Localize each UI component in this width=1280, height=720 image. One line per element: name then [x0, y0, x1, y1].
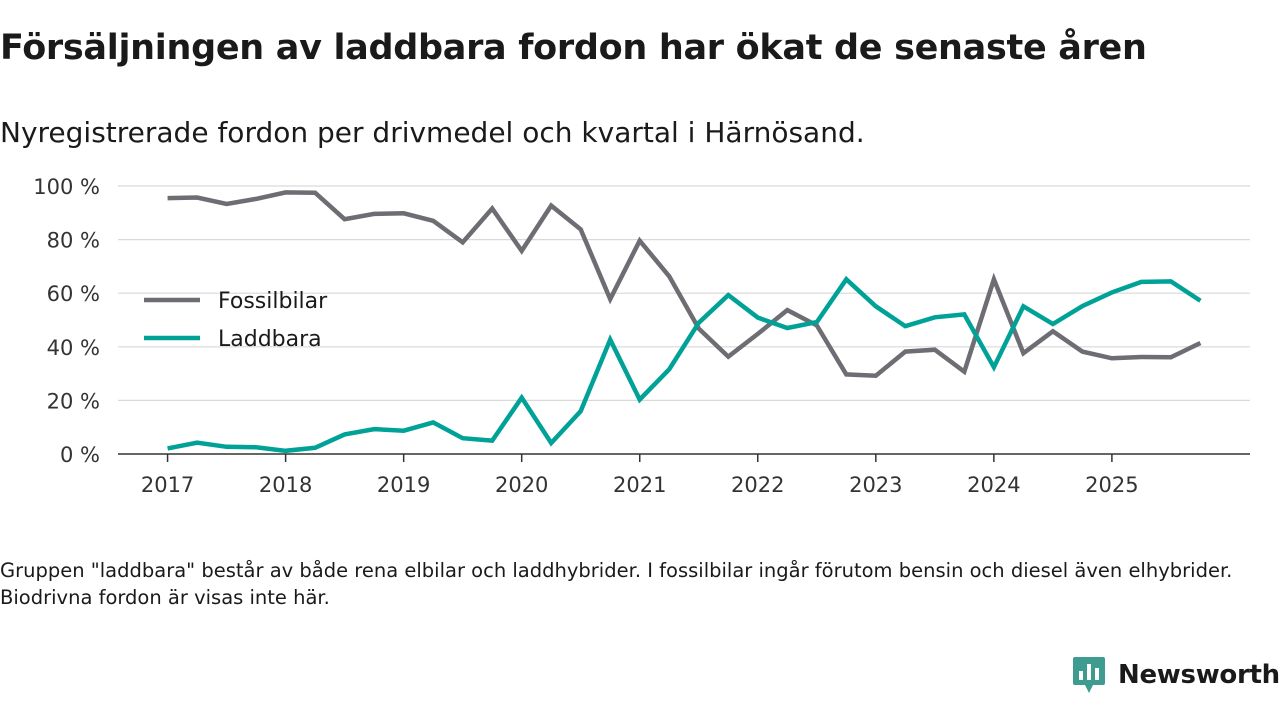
- newsworthy-logo-icon: [1073, 657, 1105, 693]
- chart-title: Försäljningen av laddbara fordon har öka…: [0, 28, 1147, 68]
- x-tick-label: 2024: [967, 473, 1020, 497]
- footnote: Gruppen "laddbara" består av både rena e…: [0, 559, 1233, 609]
- gridlines: [118, 185, 1250, 401]
- x-tick-label: 2019: [377, 473, 430, 497]
- y-tick-label: 100 %: [33, 175, 100, 199]
- y-axis: 0 % 20 % 40 % 60 % 80 % 100 %: [33, 175, 100, 467]
- x-tick-label: 2017: [141, 473, 194, 497]
- brand-logo: Newsworthy: [1072, 655, 1280, 695]
- series-line-fossilbilar: [167, 190, 1202, 378]
- series-line-laddbara: [167, 275, 1202, 454]
- series-lines: [167, 190, 1202, 454]
- legend-label: Fossilbilar: [218, 289, 328, 314]
- x-tick-label: 2023: [849, 473, 902, 497]
- line-chart: 0 % 20 % 40 % 60 % 80 % 100 % 2017 2018 2019 202…: [33, 175, 1250, 497]
- y-tick-label: 40 %: [47, 336, 100, 360]
- x-tick-label: 2022: [731, 473, 784, 497]
- chart-subtitle: Nyregistrerade fordon per drivmedel och …: [0, 116, 865, 149]
- x-tick-label: 2020: [495, 473, 548, 497]
- brand-name: Newsworthy: [1118, 660, 1280, 690]
- x-tick-label: 2021: [613, 473, 666, 497]
- x-tick-label: 2018: [259, 473, 312, 497]
- x-tick-label: 2025: [1085, 473, 1138, 497]
- x-axis: 2017 2018 2019 2020 2021 2022 2023 2024 2025: [118, 453, 1250, 497]
- y-tick-label: 80 %: [47, 229, 100, 253]
- legend: Fossilbilar Laddbara: [144, 289, 328, 352]
- y-tick-label: 0 %: [60, 443, 100, 467]
- y-tick-label: 60 %: [47, 282, 100, 306]
- y-tick-label: 20 %: [47, 389, 100, 413]
- legend-label: Laddbara: [218, 327, 322, 352]
